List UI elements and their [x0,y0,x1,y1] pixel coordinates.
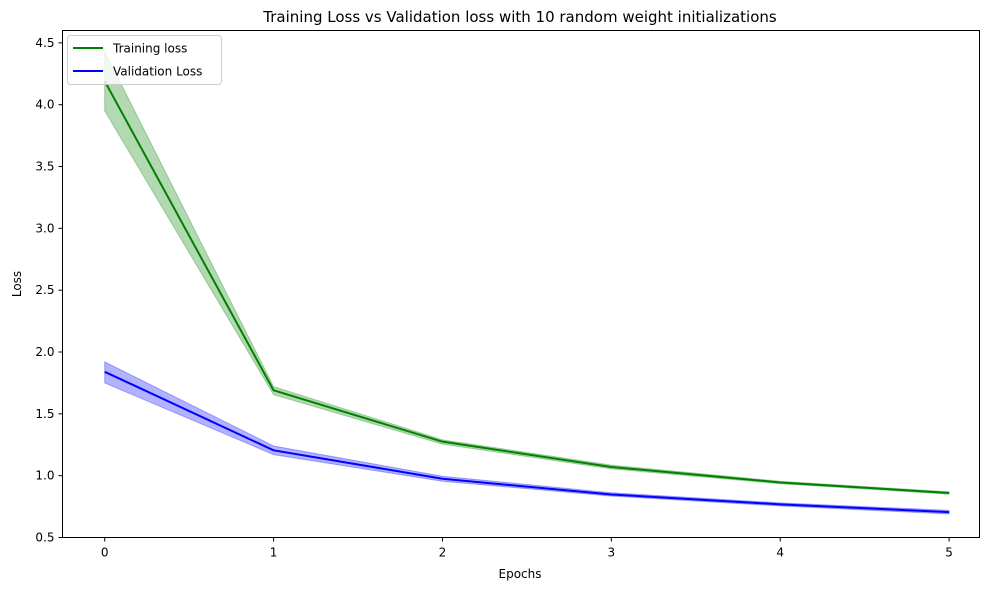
plot-frame [62,30,980,538]
legend-label-training: Training loss [112,42,187,56]
confidence-bands [104,51,950,515]
series-lines [103,80,950,514]
x-tick-label: 3 [608,546,616,560]
y-tick-label: 1.5 [35,407,54,421]
x-tick-label: 5 [945,546,953,560]
x-axis-ticks: 0 1 2 3 4 5 [101,537,953,560]
y-tick-label: 4.0 [35,98,54,112]
band-0 [104,51,950,495]
y-axis-label: Loss [10,271,24,297]
x-tick-label: 4 [776,546,784,560]
y-tick-label: 2.0 [35,345,54,359]
y-tick-label: 0.5 [35,531,54,545]
y-tick-label: 2.5 [35,283,54,297]
y-tick-label: 3.0 [35,221,54,235]
y-tick-label: 1.0 [35,469,54,483]
legend: Training loss Validation Loss [67,35,222,85]
y-axis-ticks: 0.5 1.0 1.5 2.0 2.5 3.0 3.5 4.0 4.5 [35,36,63,545]
x-axis-label: Epochs [499,567,542,581]
x-tick-label: 2 [439,546,447,560]
x-tick-label: 1 [270,546,278,560]
legend-box [67,35,222,85]
band-1 [104,361,950,515]
legend-label-validation: Validation Loss [113,65,202,79]
x-tick-label: 0 [101,546,109,560]
series-line-1 [104,370,950,514]
y-tick-label: 3.5 [35,160,54,174]
chart-title: Training Loss vs Validation loss with 10… [262,8,777,26]
series-line-0 [103,80,950,494]
y-tick-label: 4.5 [35,36,54,50]
